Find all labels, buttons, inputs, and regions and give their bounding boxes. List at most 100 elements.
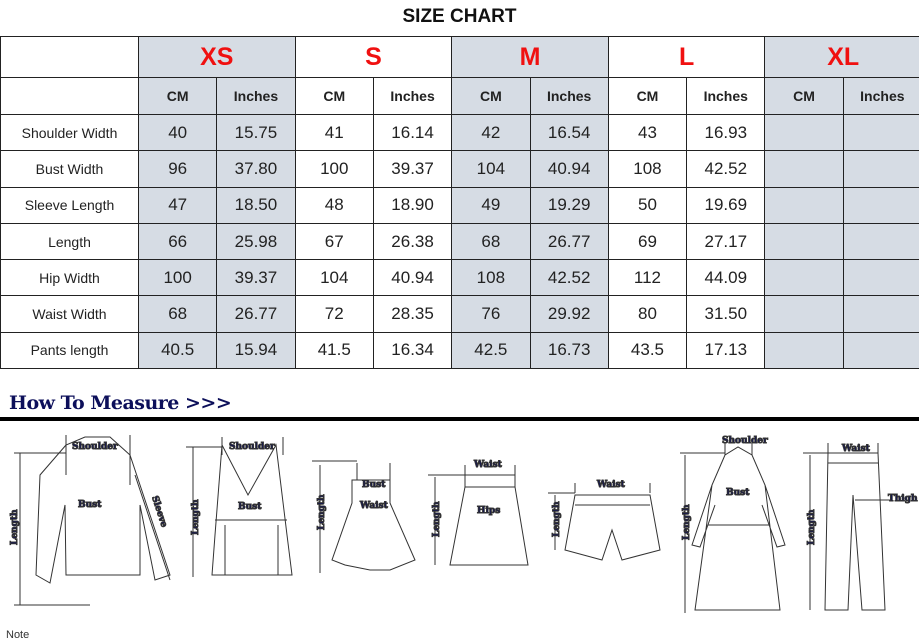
row-label: Length (1, 223, 139, 259)
value-cell: 66 (139, 223, 217, 259)
unit-inches: Inches (687, 78, 765, 115)
how-to-measure-heading: How To Measure >>> (9, 392, 231, 414)
value-cell: 68 (452, 223, 530, 259)
value-cell: 100 (295, 151, 373, 187)
value-cell: 42 (452, 115, 530, 151)
corner-cell (1, 37, 139, 78)
value-cell: 69 (608, 223, 686, 259)
size-m: M (452, 37, 609, 78)
label-bust: Bust (726, 488, 750, 498)
label-waist: Waist (596, 480, 626, 490)
value-cell: 43 (608, 115, 686, 151)
value-cell: 28.35 (373, 296, 451, 332)
value-cell: 108 (452, 260, 530, 296)
size-header-row: XS S M L XL (1, 37, 919, 78)
unit-cm: CM (452, 78, 530, 115)
value-cell: 49 (452, 187, 530, 223)
value-cell: 76 (452, 296, 530, 332)
value-cell: 100 (139, 260, 217, 296)
value-cell: 42.5 (452, 332, 530, 368)
value-cell (843, 223, 919, 259)
size-l: L (608, 37, 765, 78)
value-cell: 68 (139, 296, 217, 332)
label-length: Length (807, 509, 817, 545)
value-cell (843, 332, 919, 368)
value-cell: 31.50 (687, 296, 765, 332)
divider (0, 417, 919, 421)
value-cell: 43.5 (608, 332, 686, 368)
value-cell: 44.09 (687, 260, 765, 296)
value-cell: 40.94 (530, 151, 608, 187)
value-cell: 15.94 (217, 332, 295, 368)
value-cell: 26.77 (217, 296, 295, 332)
value-cell: 16.14 (373, 115, 451, 151)
corner-cell (1, 78, 139, 115)
value-cell: 25.98 (217, 223, 295, 259)
row-label: Bust Width (1, 151, 139, 187)
row-label: Hip Width (1, 260, 139, 296)
label-length: Length (552, 501, 562, 537)
row-label: Pants length (1, 332, 139, 368)
page-title: SIZE CHART (0, 6, 919, 28)
label-shoulder: Shoulder (722, 436, 768, 446)
value-cell: 50 (608, 187, 686, 223)
unit-inches: Inches (530, 78, 608, 115)
value-cell (765, 187, 843, 223)
value-cell (843, 296, 919, 332)
value-cell: 104 (295, 260, 373, 296)
unit-cm: CM (765, 78, 843, 115)
value-cell: 42.52 (687, 151, 765, 187)
value-cell: 80 (608, 296, 686, 332)
pants-diagram: Waist Thigh Length (803, 443, 918, 610)
value-cell: 29.92 (530, 296, 608, 332)
row-label: Sleeve Length (1, 187, 139, 223)
label-thigh: Thigh (888, 494, 918, 504)
value-cell: 18.90 (373, 187, 451, 223)
label-bust: Bust (362, 480, 386, 490)
unit-inches: Inches (373, 78, 451, 115)
value-cell (843, 151, 919, 187)
label-waist: Waist (359, 501, 389, 511)
value-cell: 40 (139, 115, 217, 151)
skirt-diagram: Waist Hips Length (428, 460, 528, 565)
label-hips: Hips (477, 506, 500, 516)
row-label: Waist Width (1, 296, 139, 332)
label-sleeve: Sleeve (149, 495, 169, 529)
size-s: S (295, 37, 452, 78)
value-cell: 16.54 (530, 115, 608, 151)
value-cell (765, 332, 843, 368)
value-cell: 19.29 (530, 187, 608, 223)
value-cell: 47 (139, 187, 217, 223)
value-cell (765, 296, 843, 332)
value-cell: 18.50 (217, 187, 295, 223)
value-cell: 26.38 (373, 223, 451, 259)
unit-cm: CM (139, 78, 217, 115)
note-label: Note (6, 629, 29, 641)
value-cell: 48 (295, 187, 373, 223)
unit-inches: Inches (843, 78, 919, 115)
value-cell: 16.34 (373, 332, 451, 368)
label-bust: Bust (78, 500, 102, 510)
value-cell: 41.5 (295, 332, 373, 368)
value-cell: 40.94 (373, 260, 451, 296)
label-length: Length (432, 501, 442, 537)
label-length: Length (10, 509, 20, 545)
shorts-diagram: Waist Length (548, 480, 660, 560)
label-length: Length (317, 494, 327, 530)
value-cell: 27.17 (687, 223, 765, 259)
value-cell: 67 (295, 223, 373, 259)
label-shoulder: Shoulder (72, 442, 118, 452)
value-cell (765, 260, 843, 296)
value-cell: 72 (295, 296, 373, 332)
label-bust: Bust (238, 502, 262, 512)
value-cell: 16.73 (530, 332, 608, 368)
value-cell: 40.5 (139, 332, 217, 368)
value-cell: 39.37 (373, 151, 451, 187)
dress-diagram: Bust Waist Length (312, 461, 415, 573)
